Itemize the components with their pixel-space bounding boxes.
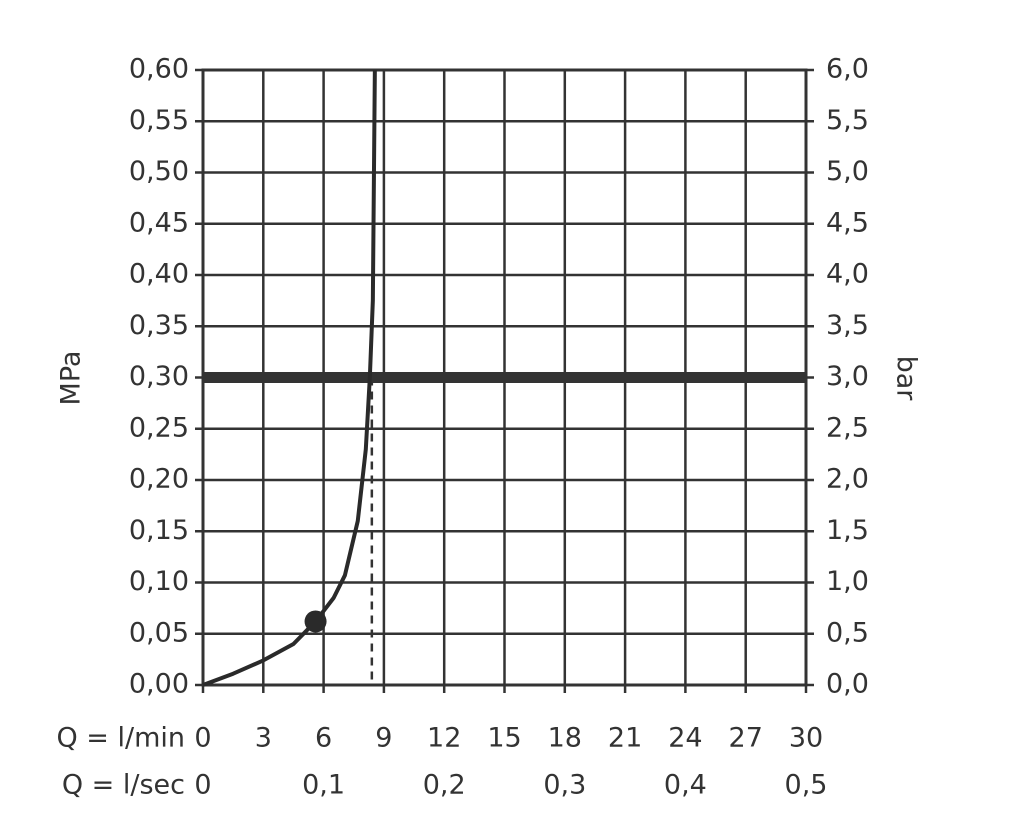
x2-axis-label: Q = l/sec (62, 770, 185, 801)
x-tick-label: 21 (608, 723, 642, 754)
y-tick-label: 0,55 (129, 105, 189, 136)
y-tick-label: 0,30 (129, 361, 189, 392)
x-tick-label: 12 (427, 723, 461, 754)
y-tick-label: 0,50 (129, 156, 189, 187)
y-axis-label: MPa (56, 351, 87, 406)
y2-tick-label: 0,0 (826, 669, 869, 700)
x2-tick-label: 0,4 (664, 770, 707, 801)
y-tick-label: 0,20 (129, 464, 189, 495)
x-tick-label: 15 (487, 723, 521, 754)
y-tick-label: 0,00 (129, 669, 189, 700)
x-axis-label: Q = l/min (56, 723, 185, 754)
y-tick-label: 0,15 (129, 515, 189, 546)
y2-tick-label: 3,0 (826, 361, 869, 392)
y2-tick-label: 4,5 (826, 207, 869, 238)
x2-tick-label: 0 (194, 770, 211, 801)
y-tick-label: 0,35 (129, 310, 189, 341)
y2-tick-label: 1,5 (826, 515, 869, 546)
y-tick-label: 0,40 (129, 259, 189, 290)
x-tick-label: 9 (375, 723, 392, 754)
x-tick-label: 3 (255, 723, 272, 754)
y2-tick-label: 4,0 (826, 259, 869, 290)
x-tick-label: 27 (729, 723, 763, 754)
y2-tick-label: 5,0 (826, 156, 869, 187)
y2-tick-label: 3,5 (826, 310, 869, 341)
x-tick-label: 24 (668, 723, 702, 754)
y-tick-label: 0,45 (129, 207, 189, 238)
x2-tick-label: 0,2 (423, 770, 466, 801)
y2-tick-label: 2,0 (826, 464, 869, 495)
y2-axis-label: bar (891, 356, 922, 402)
y2-tick-label: 6,0 (826, 54, 869, 85)
y2-tick-label: 0,5 (826, 617, 869, 648)
x2-tick-label: 0,1 (302, 770, 345, 801)
x-tick-label: 30 (789, 723, 823, 754)
x-tick-label: 6 (315, 723, 332, 754)
y2-tick-label: 5,5 (826, 105, 869, 136)
y-tick-label: 0,60 (129, 54, 189, 85)
y-tick-label: 0,25 (129, 412, 189, 443)
y-tick-label: 0,05 (129, 617, 189, 648)
marker-point (304, 610, 327, 633)
x-tick-label: 0 (194, 723, 211, 754)
x-tick-label: 18 (548, 723, 582, 754)
x2-tick-label: 0,3 (543, 770, 586, 801)
x2-tick-label: 0,5 (785, 770, 828, 801)
y-tick-label: 0,10 (129, 566, 189, 597)
y2-tick-label: 2,5 (826, 412, 869, 443)
curve (202, 69, 377, 687)
y2-tick-label: 1,0 (826, 566, 869, 597)
